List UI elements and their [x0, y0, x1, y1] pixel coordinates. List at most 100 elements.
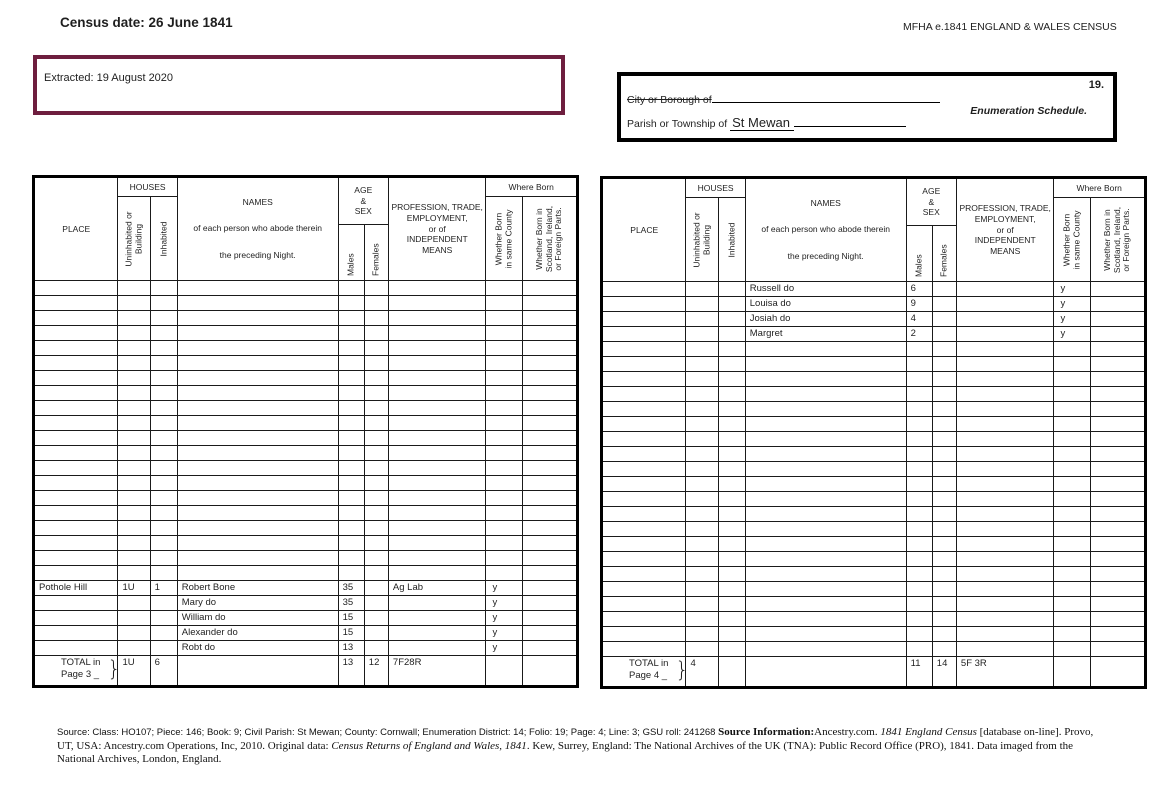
census-cell: [717, 461, 746, 477]
census-cell: [1089, 506, 1147, 522]
census-cell: [600, 431, 687, 447]
census-cell: [955, 611, 1055, 627]
census-cell: [600, 581, 687, 597]
census-cell: [955, 371, 1055, 387]
census-cell: [931, 551, 957, 567]
census-cell: [485, 565, 523, 581]
census-cell: 15: [337, 625, 365, 641]
census-cell: [717, 581, 746, 597]
census-cell: [600, 341, 687, 357]
census-cell: [955, 296, 1055, 312]
col-header-born-same-county: Whether Born in same County: [485, 196, 523, 281]
census-cell: [744, 416, 907, 432]
census-cell: [685, 566, 719, 582]
census-cell: [744, 461, 907, 477]
census-cell: [117, 460, 151, 476]
census-cell: [387, 640, 487, 656]
census-cell: [149, 295, 178, 311]
census-cell: [1089, 446, 1147, 462]
census-cell: [685, 521, 719, 537]
census-cell: [485, 415, 523, 431]
census-cell: [931, 386, 957, 402]
census-cell: [717, 476, 746, 492]
census-cell: [337, 295, 365, 311]
inhabited-vertical-label: Inhabited: [725, 222, 736, 257]
table-row: Alexander do 15 y: [32, 625, 579, 641]
uninhabited-vertical-label: Uninhabited or Building: [691, 211, 712, 268]
census-cell: [485, 340, 523, 356]
census-cell: [363, 580, 389, 596]
census-cell: [744, 626, 907, 642]
census-cell: [744, 431, 907, 447]
census-cell: [600, 386, 687, 402]
census-cell: y: [1053, 296, 1091, 312]
col-header-age-sex: AGE & SEX: [337, 176, 389, 225]
census-cell: [931, 596, 957, 612]
col-header-males: Males: [337, 224, 365, 281]
census-cell: [1089, 296, 1147, 312]
census-cell: [1089, 521, 1147, 537]
census-cell: [32, 505, 119, 521]
census-cell: [149, 310, 178, 326]
census-cell: [337, 400, 365, 416]
census-cell: [685, 446, 719, 462]
census-cell: [32, 430, 119, 446]
census-cell: [521, 385, 579, 401]
census-cell: [955, 311, 1055, 327]
census-cell: [931, 626, 957, 642]
total-cell: 4: [685, 656, 719, 688]
census-cell: y: [485, 580, 523, 596]
census-cell: [955, 491, 1055, 507]
census-cell: [600, 506, 687, 522]
census-cell: Russell do: [744, 281, 907, 297]
census-cell: [176, 520, 339, 536]
census-cell: [521, 355, 579, 371]
census-cell: [149, 355, 178, 371]
census-cell: [117, 520, 151, 536]
census-cell: [149, 625, 178, 641]
parish-row: Parish or Township of St Mewan: [627, 115, 906, 131]
census-cell: [149, 400, 178, 416]
source-title-1841-england-census: 1841 England Census: [880, 726, 977, 738]
census-cell: [1053, 581, 1091, 597]
census-cell: [117, 295, 151, 311]
census-cell: [1089, 536, 1147, 552]
census-cell: [337, 280, 365, 296]
city-borough-label: City or Borough of: [627, 94, 712, 106]
census-cell: [717, 521, 746, 537]
census-cell: [685, 476, 719, 492]
census-cell: [1089, 551, 1147, 567]
census-cell: [387, 295, 487, 311]
census-cell: [744, 386, 907, 402]
census-cell: [1053, 536, 1091, 552]
census-cell: [485, 370, 523, 386]
census-cell: [117, 310, 151, 326]
census-cell: [521, 325, 579, 341]
census-cell: [955, 626, 1055, 642]
census-cell: [32, 490, 119, 506]
census-cell: [387, 325, 487, 341]
census-cell: [744, 371, 907, 387]
source-line: Source: Class: HO107; Piece: 146; Book: …: [57, 727, 719, 738]
census-cell: [931, 371, 957, 387]
table-row: Russell do 6 y: [600, 281, 1147, 297]
census-cell: [744, 356, 907, 372]
census-cell: [905, 371, 933, 387]
census-cell: [1089, 596, 1147, 612]
census-cell: [387, 355, 487, 371]
census-cell: [485, 475, 523, 491]
census-cell: [149, 595, 178, 611]
census-cell: [717, 311, 746, 327]
census-cell: [1053, 461, 1091, 477]
census-cell: [717, 596, 746, 612]
table-row: [32, 295, 579, 311]
census-cell: [931, 581, 957, 597]
census-cell: [32, 355, 119, 371]
census-cell: 1: [149, 580, 178, 596]
census-cell: [387, 535, 487, 551]
enumeration-schedule-title: Enumeration Schedule.: [970, 105, 1087, 117]
census-cell: [1089, 356, 1147, 372]
census-cell: [1089, 371, 1147, 387]
census-cell: [32, 310, 119, 326]
census-cell: y: [1053, 326, 1091, 342]
